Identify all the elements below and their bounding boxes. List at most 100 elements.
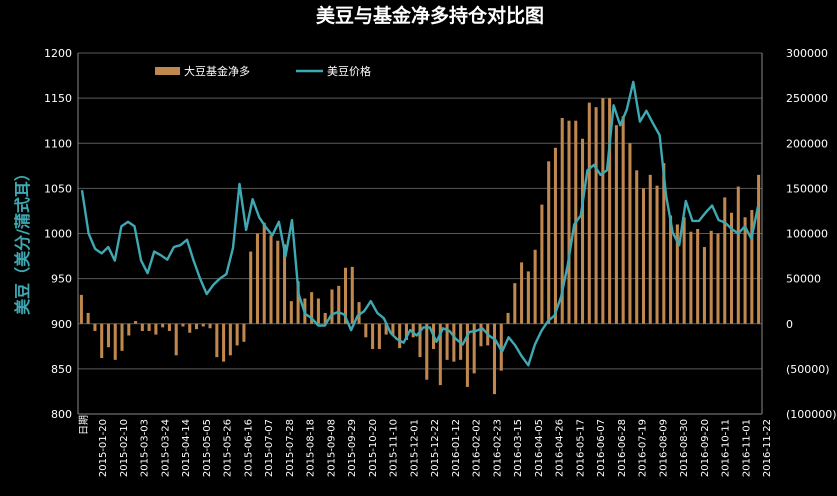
net-long-bar [404,323,408,340]
x-tick-label: 2016-01-12 [451,419,462,477]
y-right-tick-label: (100000) [786,408,837,421]
y-left-tick-label: 900 [51,318,72,331]
x-axis-header: 日期 [78,415,90,435]
net-long-bar [540,204,544,324]
net-long-bar [675,224,679,324]
y-left-tick-label: 850 [51,363,72,376]
y-right-tick-label: 50000 [786,273,821,286]
net-long-bar [702,247,706,324]
net-long-bar [438,323,442,386]
net-long-bar [608,98,612,324]
net-long-bar [269,235,273,324]
x-tick-label: 2015-07-28 [285,419,296,477]
y-right-tick-label: 250000 [786,92,828,105]
net-long-bar [350,266,354,324]
net-long-bar [662,163,666,324]
net-long-bar [79,294,83,324]
net-long-bar [242,323,246,342]
net-long-bar [716,233,720,324]
net-long-bar [100,323,104,359]
net-long-bar [364,323,368,338]
net-long-bar [391,323,395,336]
bar-series [79,98,761,395]
net-long-bar [567,120,571,324]
right-axis: (100000) (50000) 0 50000 100000 150000 200000 2… [761,47,837,421]
x-tick-label: 2016-04-05 [534,419,545,477]
net-long-bar [161,323,165,328]
y-right-tick-label: 150000 [786,182,828,195]
net-long-bar [134,321,138,324]
net-long-bar [696,228,700,324]
net-long-bar [127,323,131,336]
net-long-bar [587,102,591,324]
legend: 大豆基金净多 美豆价格 [155,64,371,78]
x-tick-label: 2015-05-05 [202,419,213,477]
x-tick-label: 2016-11-01 [741,419,752,477]
y-left-tick-label: 950 [51,273,72,286]
x-axis: 2015-01-20 2015-02-10 2015-03-03 2015-03-24… [98,419,773,477]
y-left-tick-label: 1200 [44,47,72,60]
net-long-bar [479,323,483,347]
net-long-bar [621,116,625,324]
net-long-bar [147,323,151,331]
net-long-bar [499,323,503,371]
x-tick-label: 2016-11-22 [762,419,773,477]
net-long-bar [553,147,557,324]
net-long-bar [215,323,219,358]
net-long-bar [93,323,97,331]
net-long-bar [465,323,469,387]
net-long-bar [316,298,320,324]
net-long-bar [201,323,205,327]
net-long-bar [736,186,740,324]
net-long-bar [641,188,646,324]
net-long-bar [113,323,117,360]
x-tick-label: 2015-07-07 [264,419,275,477]
net-long-bar [743,217,747,324]
net-long-bar [235,323,239,346]
net-long-bar [222,323,226,362]
net-long-bar [194,323,199,330]
net-long-bar [398,323,402,349]
net-long-bar [757,174,761,324]
net-long-bar [384,323,388,335]
net-long-bar [689,231,693,324]
x-tick-label: 2015-03-24 [160,419,171,477]
net-long-bar [581,138,585,324]
x-tick-label: 2015-09-08 [326,419,337,477]
x-tick-label: 2016-02-02 [472,419,483,477]
net-long-bar [411,323,415,338]
net-long-bar [343,267,348,324]
x-tick-label: 2015-09-29 [347,419,358,477]
net-long-bar [560,117,564,324]
x-tick-label: 2015-10-20 [368,419,379,477]
net-long-bar [682,217,686,324]
net-long-bar [648,174,652,324]
net-long-bar [492,323,497,395]
x-tick-label: 2015-01-20 [98,419,109,477]
y-left-tick-label: 800 [51,408,72,421]
net-long-bar [276,240,280,324]
net-long-bar [594,107,598,324]
net-long-bar [377,323,381,350]
y-left-tick-label: 1100 [44,137,72,150]
net-long-bar [296,281,300,324]
net-long-bar [289,301,293,324]
y-left-tick-label: 1000 [44,228,72,241]
net-long-bar [357,302,361,324]
net-long-bar [513,283,517,324]
y-right-tick-label: 300000 [786,47,828,60]
net-long-bar [506,312,510,324]
net-long-bar [723,197,727,324]
left-axis: 800 850 900 950 1000 1050 1100 1150 1200 [44,47,762,421]
legend-bar-swatch [155,67,180,75]
net-long-bar [283,244,287,324]
net-long-bar [154,323,158,335]
x-tick-label: 2016-07-19 [638,419,649,477]
x-tick-label: 2016-02-23 [492,419,503,477]
net-long-bar [601,98,605,324]
net-long-bar [174,323,178,356]
x-tick-label: 2016-05-17 [575,419,586,477]
net-long-bar [249,251,253,324]
y-right-tick-label: 200000 [786,137,828,150]
